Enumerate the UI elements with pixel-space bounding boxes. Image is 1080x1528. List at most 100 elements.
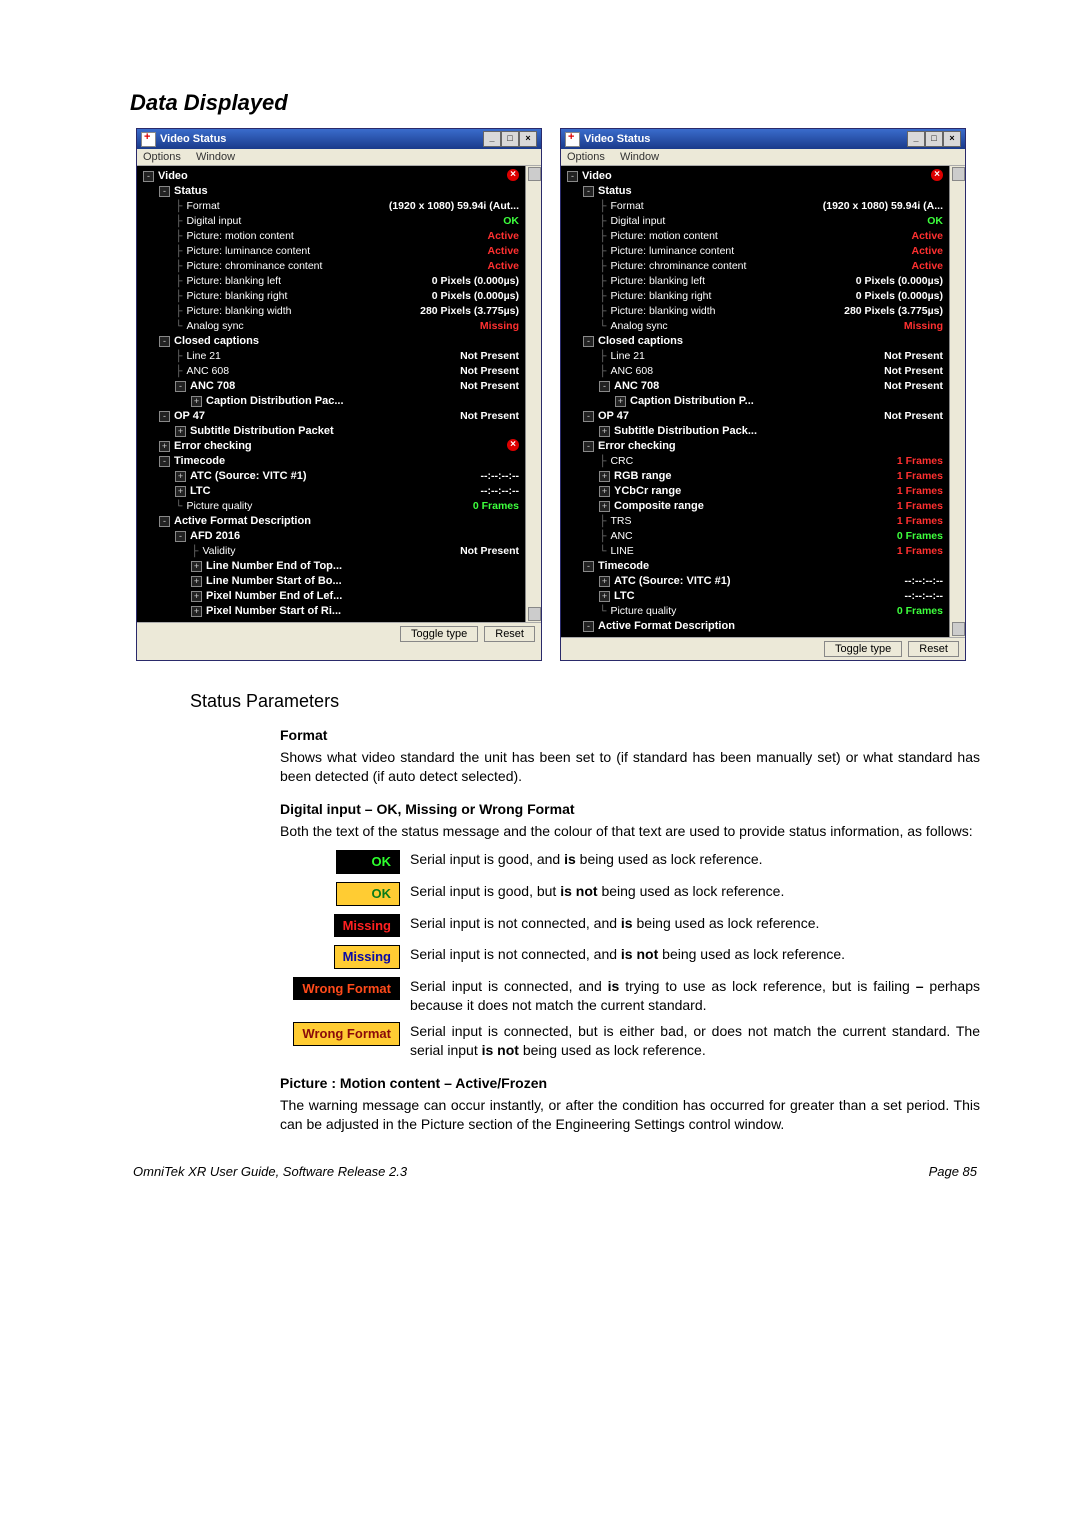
close-button[interactable]: × (519, 131, 537, 147)
tc-atc-value: --:--:--:-- (481, 469, 519, 484)
menu-options[interactable]: Options (143, 151, 181, 163)
expand-icon[interactable]: + (599, 471, 610, 482)
node-op47[interactable]: OP 47 (598, 409, 629, 424)
afd-lnet[interactable]: Line Number End of Top... (206, 559, 342, 574)
node-video[interactable]: Video (158, 169, 188, 184)
node-timecode[interactable]: Timecode (174, 454, 225, 469)
node-afd[interactable]: Active Format Description (174, 514, 311, 529)
collapse-icon[interactable]: - (175, 381, 186, 392)
status-blank-width-value: 280 Pixels (3.775µs) (420, 304, 519, 319)
legend-text: Serial input is good, and is being used … (410, 850, 980, 869)
cc-cdp[interactable]: Caption Distribution P... (630, 394, 754, 409)
tc-ltc[interactable]: LTC (190, 484, 211, 499)
err-composite-value: 1 Frames (897, 499, 943, 514)
scrollbar[interactable] (949, 166, 965, 637)
status-blank-width: Picture: blanking width (610, 304, 715, 319)
maximize-button[interactable]: □ (925, 131, 943, 147)
error-badge-icon: × (507, 439, 519, 451)
expand-icon[interactable]: + (615, 396, 626, 407)
cc-anc708-value: Not Present (884, 379, 943, 394)
cc-anc708[interactable]: ANC 708 (614, 379, 659, 394)
expand-icon[interactable]: + (175, 426, 186, 437)
afd-2016[interactable]: AFD 2016 (190, 529, 240, 544)
collapse-icon[interactable]: - (159, 186, 170, 197)
tc-ltc[interactable]: LTC (614, 589, 635, 604)
expand-icon[interactable]: + (191, 606, 202, 617)
expand-icon[interactable]: + (191, 591, 202, 602)
minimize-button[interactable]: _ (907, 131, 925, 147)
collapse-icon[interactable]: - (599, 381, 610, 392)
node-error-checking[interactable]: Error checking (174, 439, 252, 454)
afd-lnsb[interactable]: Line Number Start of Bo... (206, 574, 342, 589)
node-timecode[interactable]: Timecode (598, 559, 649, 574)
reset-button[interactable]: Reset (484, 626, 535, 642)
tc-atc[interactable]: ATC (Source: VITC #1) (190, 469, 307, 484)
collapse-icon[interactable]: - (583, 621, 594, 632)
status-analog-value: Missing (480, 319, 519, 334)
status-motion-value: Active (911, 229, 943, 244)
err-ycbcr-value: 1 Frames (897, 484, 943, 499)
node-video[interactable]: Video (582, 169, 612, 184)
collapse-icon[interactable]: - (583, 336, 594, 347)
close-button[interactable]: × (943, 131, 961, 147)
expand-icon[interactable]: + (599, 426, 610, 437)
toggle-type-button[interactable]: Toggle type (400, 626, 478, 642)
expand-icon[interactable]: + (175, 486, 186, 497)
scrollbar[interactable] (525, 166, 541, 622)
minimize-button[interactable]: _ (483, 131, 501, 147)
err-rgb[interactable]: RGB range (614, 469, 671, 484)
collapse-icon[interactable]: - (583, 561, 594, 572)
expand-icon[interactable]: + (175, 471, 186, 482)
status-format-value: (1920 x 1080) 59.94i (A... (823, 199, 943, 214)
collapse-icon[interactable]: - (175, 531, 186, 542)
expand-icon[interactable]: + (599, 591, 610, 602)
node-afd[interactable]: Active Format Description (598, 619, 735, 634)
maximize-button[interactable]: □ (501, 131, 519, 147)
menu-window[interactable]: Window (620, 151, 659, 163)
cc-anc708[interactable]: ANC 708 (190, 379, 235, 394)
collapse-icon[interactable]: - (159, 411, 170, 422)
toggle-type-button[interactable]: Toggle type (824, 641, 902, 657)
node-op47[interactable]: OP 47 (174, 409, 205, 424)
reset-button[interactable]: Reset (908, 641, 959, 657)
tc-atc[interactable]: ATC (Source: VITC #1) (614, 574, 731, 589)
collapse-icon[interactable]: - (159, 336, 170, 347)
node-closed-captions[interactable]: Closed captions (174, 334, 259, 349)
status-blank-width: Picture: blanking width (186, 304, 291, 319)
collapse-icon[interactable]: - (567, 171, 578, 182)
expand-icon[interactable]: + (599, 501, 610, 512)
status-format: Format (186, 199, 219, 214)
node-closed-captions[interactable]: Closed captions (598, 334, 683, 349)
collapse-icon[interactable]: - (583, 186, 594, 197)
param-motion-title: Picture : Motion content – Active/Frozen (280, 1074, 980, 1093)
expand-icon[interactable]: + (599, 576, 610, 587)
node-status[interactable]: Status (174, 184, 208, 199)
collapse-icon[interactable]: - (583, 411, 594, 422)
window-bottom-bar: Toggle type Reset (561, 637, 965, 660)
expand-icon[interactable]: + (191, 576, 202, 587)
expand-icon[interactable]: + (599, 486, 610, 497)
footer-right: Page 85 (929, 1164, 977, 1179)
afd-pnel[interactable]: Pixel Number End of Lef... (206, 589, 342, 604)
tc-atc-value: --:--:--:-- (905, 574, 943, 589)
expand-icon[interactable]: + (191, 561, 202, 572)
err-ycbcr[interactable]: YCbCr range (614, 484, 681, 499)
menu-options[interactable]: Options (567, 151, 605, 163)
node-status[interactable]: Status (598, 184, 632, 199)
node-sdp[interactable]: Subtitle Distribution Packet (190, 424, 334, 439)
collapse-icon[interactable]: - (159, 456, 170, 467)
collapse-icon[interactable]: - (143, 171, 154, 182)
err-composite[interactable]: Composite range (614, 499, 704, 514)
chip-ok-yellow: OK (336, 882, 400, 906)
afd-pnsr[interactable]: Pixel Number Start of Ri... (206, 604, 341, 619)
expand-icon[interactable]: + (191, 396, 202, 407)
expand-icon[interactable]: + (159, 441, 170, 452)
status-luminance-value: Active (911, 244, 943, 259)
collapse-icon[interactable]: - (159, 516, 170, 527)
menu-window[interactable]: Window (196, 151, 235, 163)
video-status-window-right: Video Status _ □ × Options Window -Video… (560, 128, 966, 661)
node-sdp[interactable]: Subtitle Distribution Pack... (614, 424, 757, 439)
node-error-checking[interactable]: Error checking (598, 439, 676, 454)
collapse-icon[interactable]: - (583, 441, 594, 452)
cc-cdp[interactable]: Caption Distribution Pac... (206, 394, 344, 409)
